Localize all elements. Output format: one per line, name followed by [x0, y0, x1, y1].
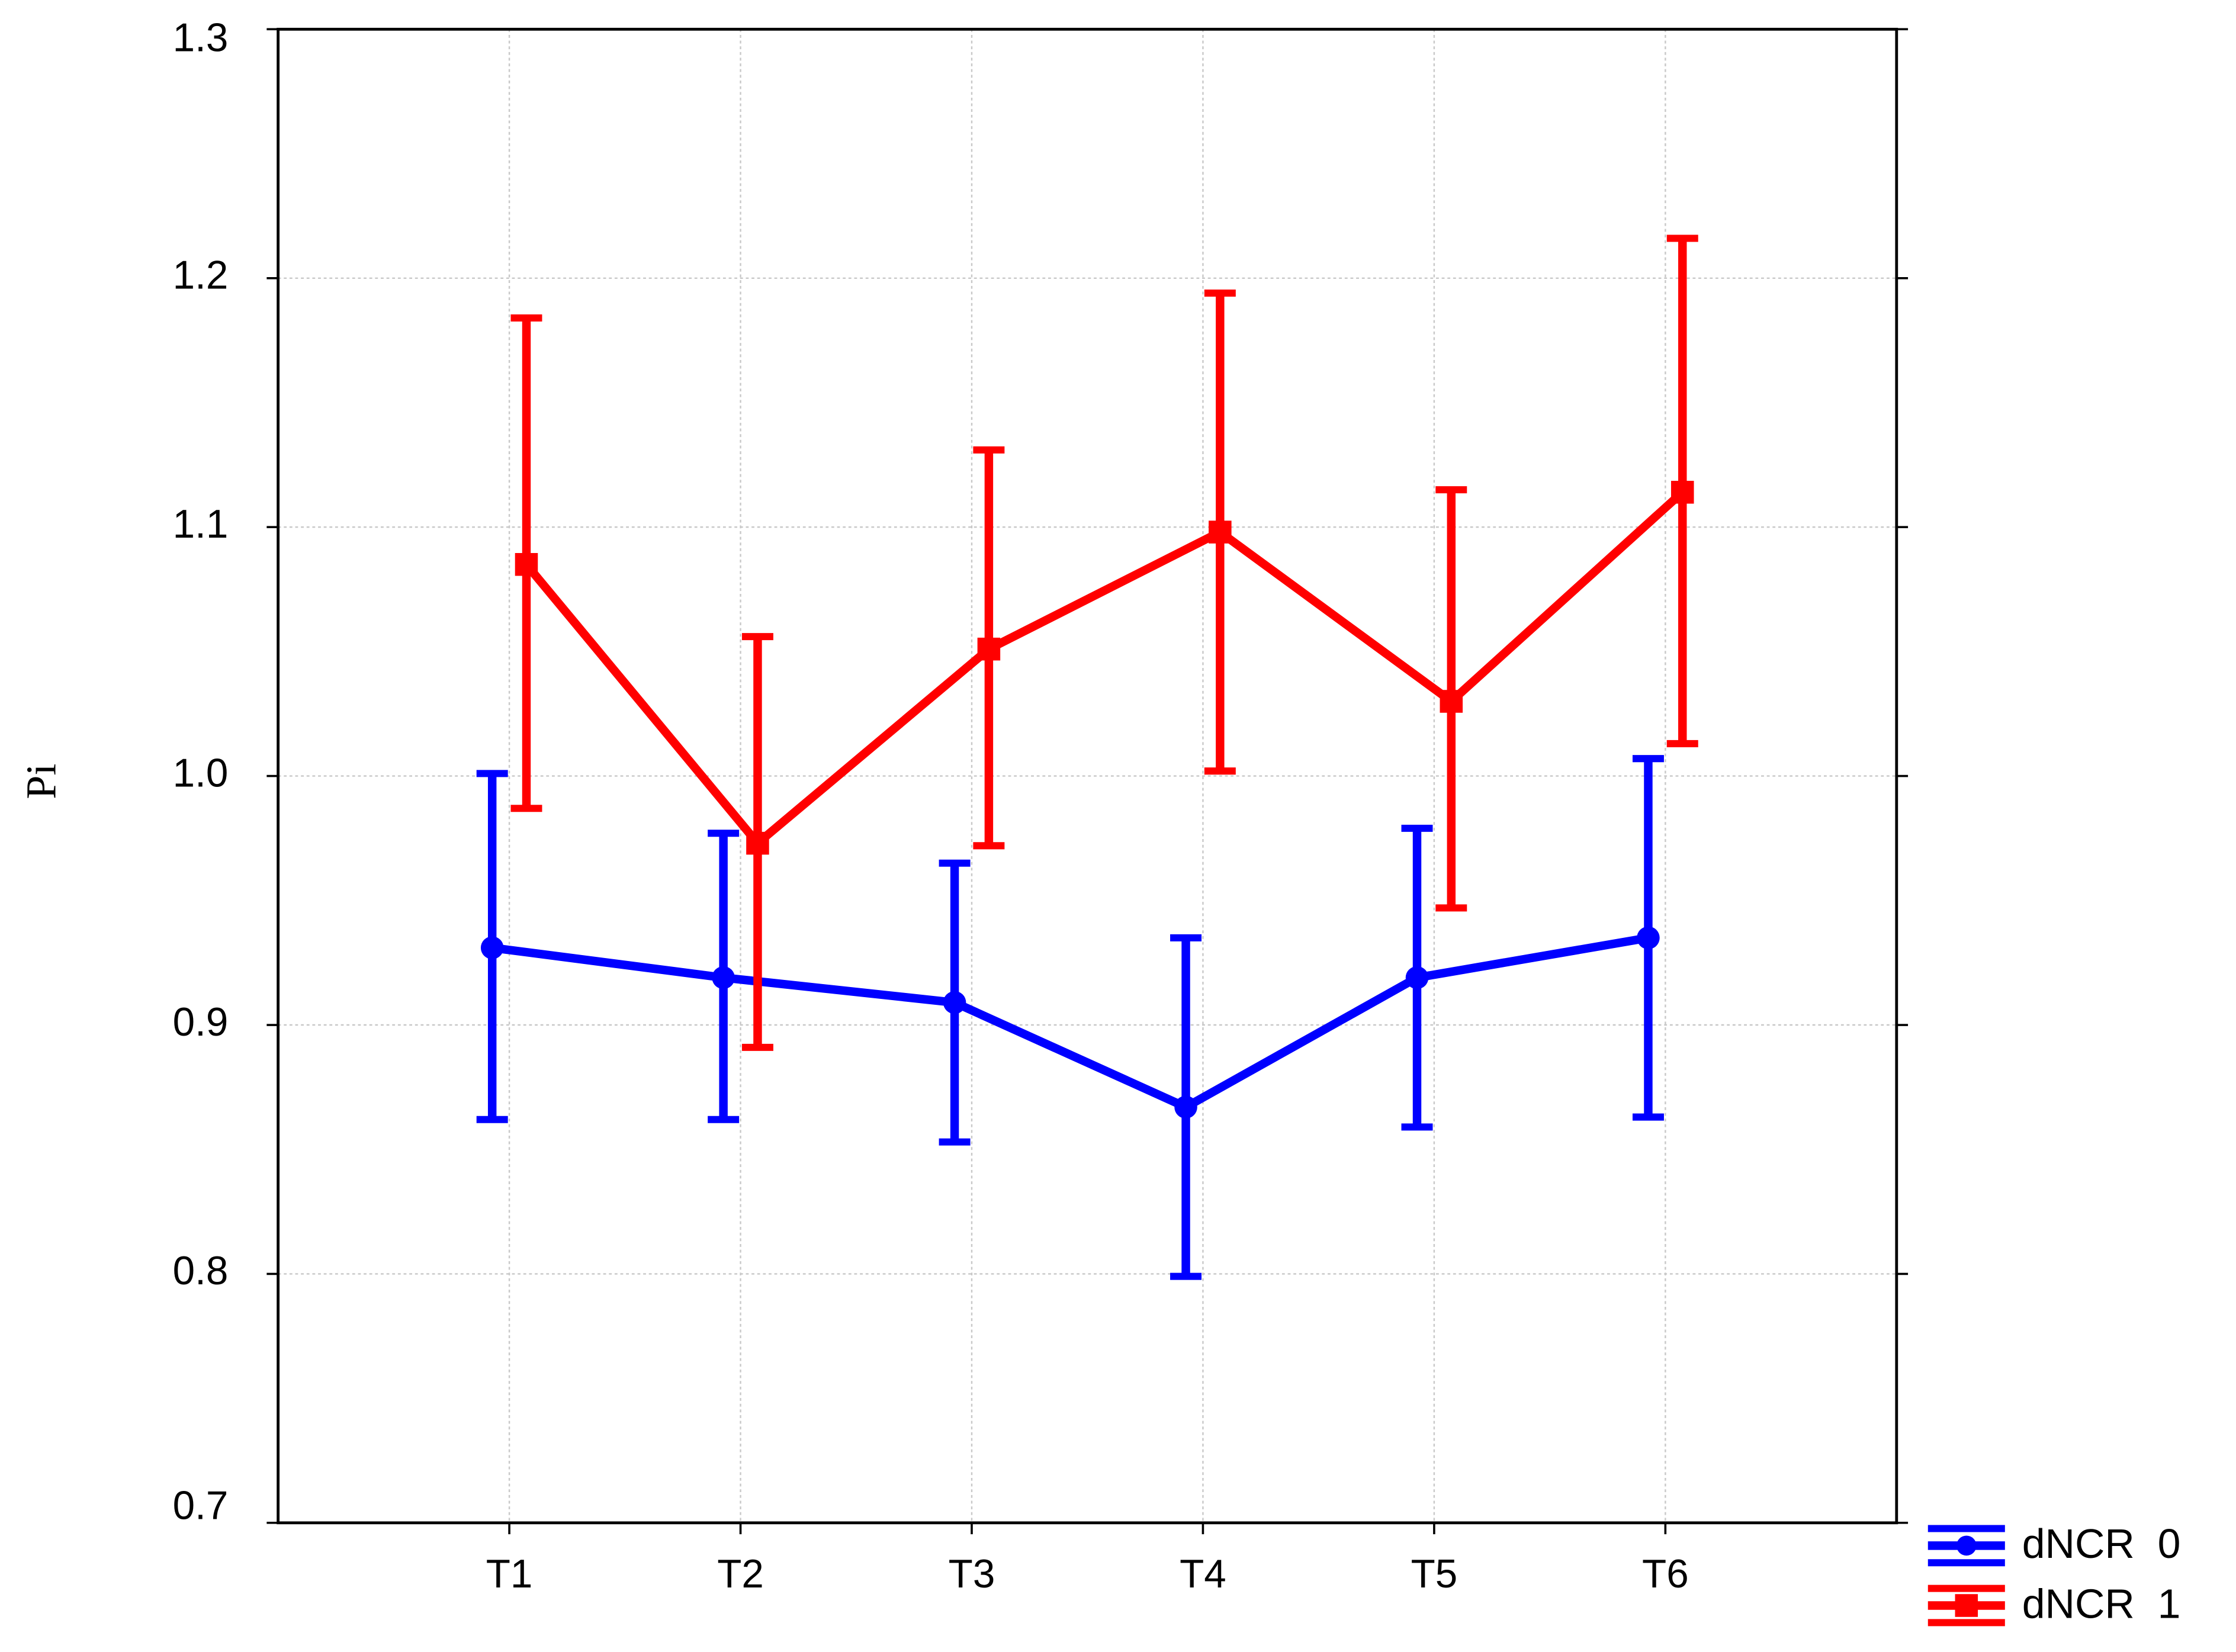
y-tick-label: 1.1 — [173, 502, 229, 547]
series-line — [523, 488, 1686, 848]
series-line — [491, 933, 1649, 1111]
marker — [1670, 481, 1694, 504]
marker — [1405, 966, 1429, 989]
y-tick-label: 1.3 — [173, 15, 229, 60]
legend-marker — [1956, 1535, 1977, 1556]
marker — [943, 991, 966, 1014]
marker — [1637, 926, 1660, 950]
marker — [1440, 690, 1463, 713]
x-tick-label: T2 — [717, 1552, 764, 1596]
marker — [977, 637, 1001, 661]
legend-marker — [1955, 1594, 1978, 1617]
y-tick-label: 0.7 — [173, 1484, 229, 1528]
y-axis-label: Pi — [18, 764, 65, 799]
series — [476, 755, 1664, 1280]
y-tick-label: 1.2 — [173, 253, 229, 298]
legend-label: dNCR 0 — [2022, 1521, 2181, 1567]
x-tick-label: T6 — [1642, 1552, 1689, 1596]
marker — [1209, 520, 1232, 544]
y-tick-label: 0.8 — [173, 1249, 229, 1293]
marker — [480, 936, 504, 959]
y-tick-label: 0.9 — [173, 1000, 229, 1044]
marker — [515, 552, 538, 576]
marker — [1174, 1095, 1197, 1119]
series — [510, 234, 1698, 1051]
y-tick-label: 1.0 — [173, 751, 229, 795]
x-tick-label: T5 — [1411, 1552, 1458, 1596]
plot-frame — [277, 27, 1898, 1525]
marker — [746, 831, 769, 855]
x-tick-label: T1 — [486, 1552, 533, 1596]
marker — [712, 966, 735, 989]
x-tick-label: T4 — [1180, 1552, 1226, 1596]
legend-label: dNCR 1 — [2022, 1580, 2181, 1627]
x-tick-label: T3 — [949, 1552, 995, 1596]
